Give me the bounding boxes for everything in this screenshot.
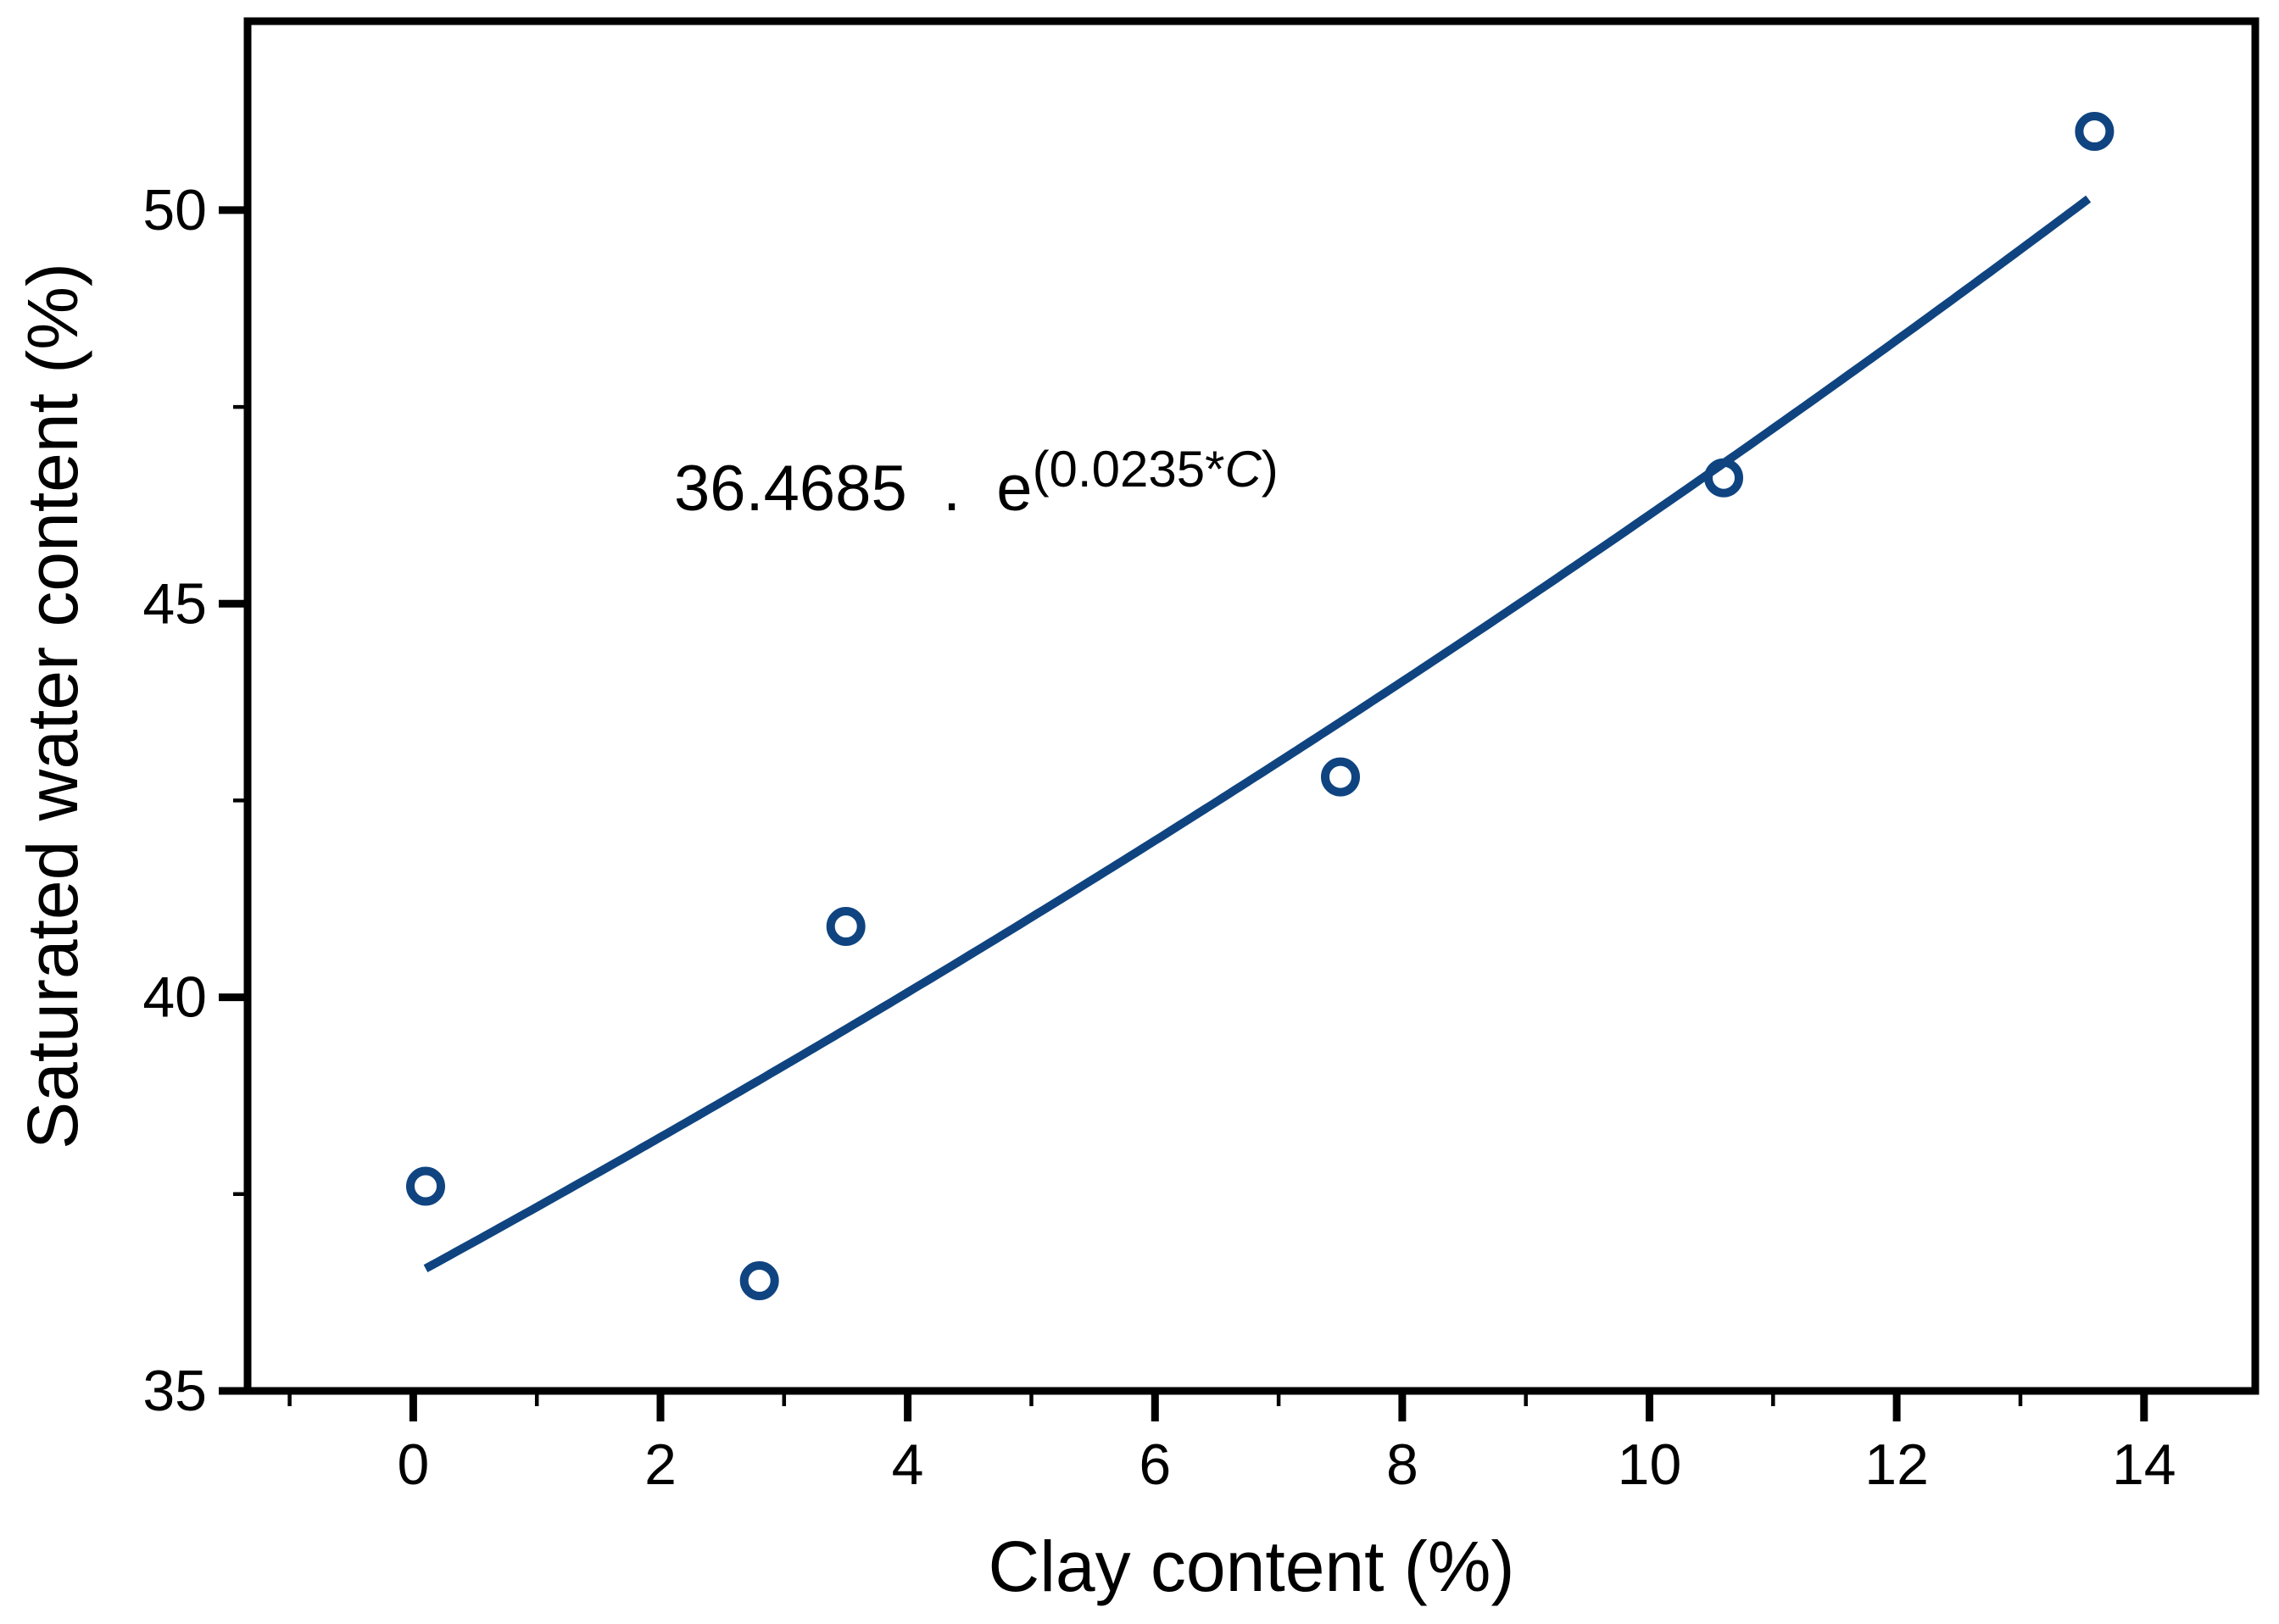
x-tick-label: 8 xyxy=(1386,1432,1418,1497)
data-point-marker xyxy=(1321,757,1360,797)
data-point-marker xyxy=(826,907,866,946)
data-point-marker xyxy=(2075,112,2115,151)
equation-exponent-post: ) xyxy=(1261,441,1279,498)
y-tick-label: 45 xyxy=(142,571,207,636)
fit-equation-annotation: 36.4685 . e(0.0235*C) xyxy=(674,444,1279,521)
x-tick-label: 10 xyxy=(1618,1432,1682,1497)
fit-curve xyxy=(423,195,2092,1273)
x-tick-label: 4 xyxy=(892,1432,924,1497)
equation-exponent-variable: C xyxy=(1224,441,1262,498)
x-tick-label: 6 xyxy=(1139,1432,1171,1497)
y-tick-label: 40 xyxy=(142,965,207,1030)
equation-exponent-pre: (0.0235* xyxy=(1032,441,1225,498)
x-tick-label: 12 xyxy=(1864,1432,1929,1497)
data-point-marker xyxy=(406,1166,445,1206)
data-point-marker xyxy=(1704,458,1743,498)
x-tick-label: 2 xyxy=(644,1432,677,1497)
x-axis-title: Clay content (%) xyxy=(988,1527,1515,1606)
y-axis-title: Saturated water content (%) xyxy=(13,263,92,1149)
x-tick-label: 14 xyxy=(2112,1432,2176,1497)
y-tick-label: 35 xyxy=(142,1359,207,1423)
plot-frame xyxy=(243,17,2259,1395)
equation-base: 36.4685 . e xyxy=(674,453,1033,525)
y-tick-label: 50 xyxy=(142,178,207,242)
data-point-marker xyxy=(739,1261,779,1300)
x-tick-label: 0 xyxy=(397,1432,429,1497)
